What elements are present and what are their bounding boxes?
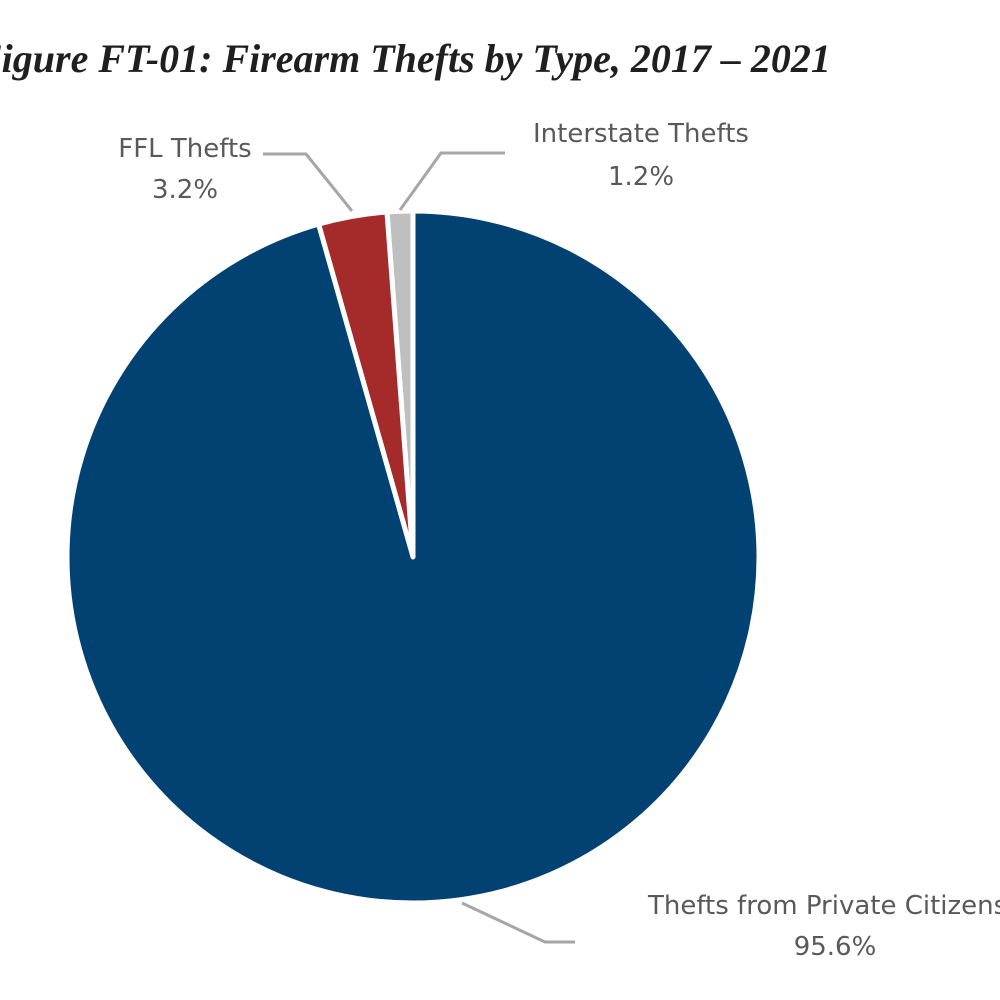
leader-line [263,152,354,212]
slice-value-label: 95.6% [794,932,877,962]
slice-value-label: 1.2% [608,162,674,192]
pie-slices [64,208,762,906]
leader-lines [263,151,575,944]
leader-line [398,151,505,211]
slice-name-label: Interstate Thefts [533,119,749,149]
chart-title: Figure FT-01: Firearm Thefts by Type, 20… [0,36,831,81]
pie-slice-thefts-from-private-citizens [64,208,762,906]
slice-name-label: FFL Thefts [118,134,251,164]
leader-line [461,901,575,944]
slice-labels: Interstate Thefts 1.2% FFL Thefts 3.2% Theft… [118,119,1000,962]
slice-value-label: 3.2% [152,175,218,205]
slice-name-label: Thefts from Private Citizens [647,891,1000,921]
